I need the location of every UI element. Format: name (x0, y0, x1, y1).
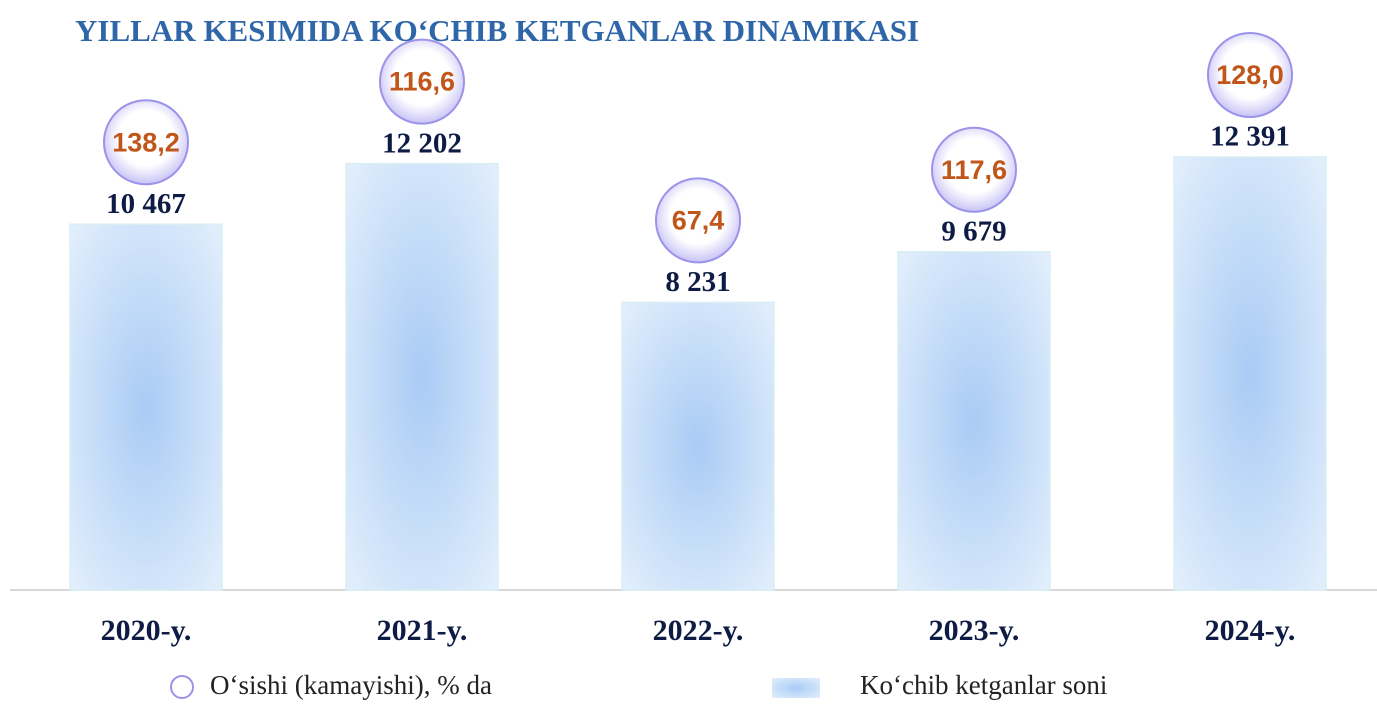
growth-label: 138,2 (112, 127, 180, 157)
legend-label: O‘sishi (kamayishi), % da (210, 670, 492, 700)
bar-value-label: 10 467 (106, 188, 186, 220)
bar (345, 162, 499, 591)
bar-value-label: 12 202 (382, 127, 462, 159)
bar (69, 223, 223, 591)
chart-title: YILLAR KESIMIDA KO‘CHIB KETGANLAR DINAMI… (75, 13, 919, 48)
growth-label: 67,4 (672, 205, 725, 235)
growth-circle (379, 38, 465, 125)
growth-label: 116,6 (389, 67, 455, 97)
bar (1173, 156, 1327, 591)
legend-swatch-circle (170, 675, 194, 699)
bar-value-label: 12 391 (1210, 121, 1290, 153)
x-tick-label: 2021-y. (377, 614, 468, 647)
x-tick-label: 2024-y. (1205, 614, 1296, 647)
growth-circle (655, 177, 741, 264)
x-tick-label: 2022-y. (653, 614, 744, 647)
growth-circle (103, 99, 189, 186)
growth-circle (1207, 32, 1293, 118)
legend-label: Ko‘chib ketganlar soni (860, 670, 1107, 700)
x-tick-label: 2020-y. (101, 614, 192, 647)
bar-value-label: 9 679 (941, 215, 1006, 247)
growth-label: 117,6 (941, 155, 1007, 185)
bar (897, 251, 1051, 591)
bar (621, 301, 775, 591)
legend-swatch-bar (772, 678, 820, 698)
growth-label: 128,0 (1216, 60, 1284, 90)
x-tick-label: 2023-y. (929, 614, 1020, 647)
growth-circle (931, 126, 1017, 213)
bar-value-label: 8 231 (665, 266, 730, 298)
